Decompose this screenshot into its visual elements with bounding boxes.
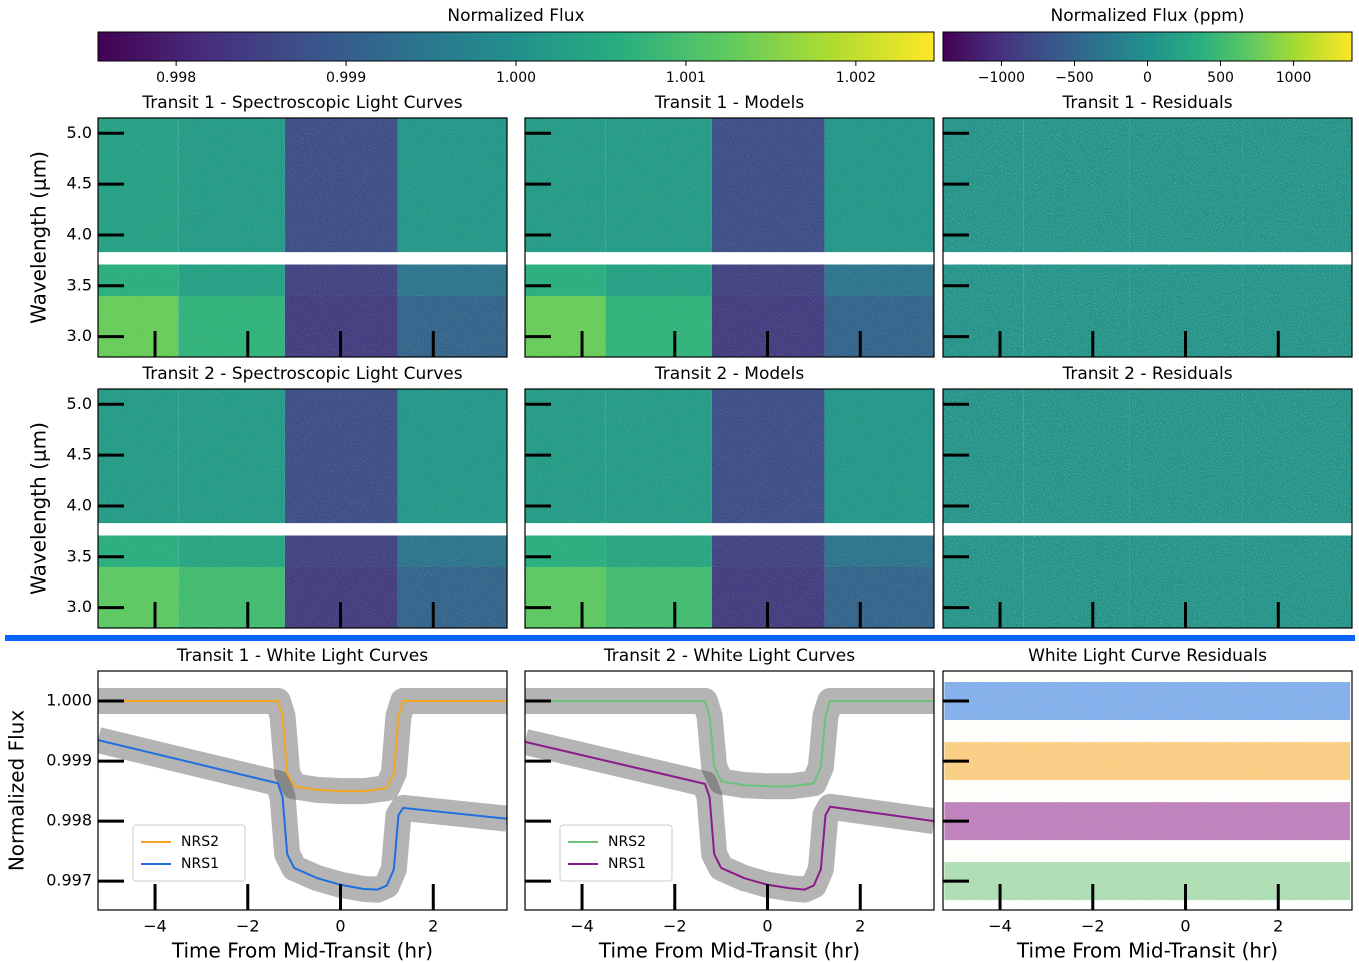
colorbar-tick-label: 1.000	[496, 70, 536, 86]
plot-area	[98, 688, 507, 903]
axes-frame	[942, 670, 1353, 911]
plot-area	[943, 671, 1352, 910]
axes-frame	[942, 388, 1353, 629]
panel-title: Transit 1 - Residuals	[1061, 93, 1232, 113]
x-tick-label: 0	[335, 917, 345, 936]
y-tick-label: 0.999	[46, 751, 92, 770]
colorbar-title: Normalized Flux (ppm)	[1051, 6, 1245, 26]
y-tick-label: 3.0	[67, 597, 92, 616]
axes-frame	[524, 670, 935, 911]
colorbar-tick-label: 1000	[1276, 70, 1312, 86]
axes-frame	[97, 670, 508, 911]
y-tick-label: 1.000	[46, 691, 92, 710]
model-line	[525, 700, 934, 788]
x-tick-label: 2	[1273, 917, 1283, 936]
colorbar-tick-label: −500	[1055, 70, 1093, 86]
model-line	[98, 739, 507, 891]
y-tick-label: 4.5	[67, 445, 92, 464]
colorbar-tick-label: 0	[1143, 70, 1152, 86]
plot-area	[98, 118, 507, 357]
noise-texture	[98, 118, 507, 357]
panel-title: Transit 2 - White Light Curves	[603, 646, 855, 666]
legend-label: NRS1	[181, 856, 219, 872]
plot-area	[525, 118, 934, 357]
plot-area	[98, 389, 507, 628]
noise-texture	[943, 118, 1352, 357]
colorbar-tick-label: 0.998	[156, 70, 196, 86]
x-tick-label: −4	[988, 917, 1012, 936]
panel-title: Transit 2 - Spectroscopic Light Curves	[141, 364, 462, 384]
model-line	[525, 740, 934, 891]
legend-box	[559, 824, 673, 882]
colorbar-title: Normalized Flux	[447, 6, 584, 26]
x-tick-label: −2	[1081, 917, 1105, 936]
noise-texture	[98, 389, 507, 628]
y-axis-label: Normalized Flux	[5, 710, 29, 872]
data-gap	[98, 252, 507, 265]
panel-title: Transit 1 - White Light Curves	[176, 646, 428, 666]
noise-texture	[943, 671, 1352, 910]
axes-frame	[524, 388, 935, 629]
colorbar-tick-label: 1.001	[666, 70, 706, 86]
x-tick-label: 0	[1180, 917, 1190, 936]
data-gap	[525, 523, 934, 536]
axes-frame	[942, 117, 1353, 358]
legend-label: NRS1	[608, 856, 646, 872]
plot-area	[525, 688, 934, 903]
y-tick-label: 5.0	[67, 394, 92, 413]
y-tick-label: 4.0	[67, 495, 92, 514]
x-tick-label: −2	[236, 917, 260, 936]
axes-frame	[97, 117, 508, 358]
axes-frame	[524, 117, 935, 358]
data-gap	[98, 523, 507, 536]
panel-title: White Light Curve Residuals	[1028, 646, 1267, 666]
colorbar-tick-label: 1.002	[836, 70, 876, 86]
x-axis-label: Time From Mid-Transit (hr)	[598, 939, 860, 963]
axes-frame	[97, 388, 508, 629]
colorbar-tick-label: 0.999	[326, 70, 366, 86]
y-tick-label: 3.5	[67, 275, 92, 294]
noise-texture	[943, 389, 1352, 628]
y-tick-label: 5.0	[67, 123, 92, 142]
panel-title: Transit 2 - Residuals	[1061, 364, 1232, 384]
x-tick-label: −2	[663, 917, 687, 936]
panel-title: Transit 1 - Models	[654, 93, 805, 113]
noise-texture	[525, 118, 934, 357]
x-tick-label: 2	[855, 917, 865, 936]
model-line	[98, 700, 507, 793]
legend-label: NRS2	[608, 834, 646, 850]
y-tick-label: 3.0	[67, 326, 92, 345]
panel-title: Transit 1 - Spectroscopic Light Curves	[141, 93, 462, 113]
data-gap	[943, 523, 1352, 536]
y-tick-label: 0.998	[46, 811, 92, 830]
x-axis-label: Time From Mid-Transit (hr)	[1016, 939, 1278, 963]
data-gap	[943, 252, 1352, 265]
colorbar-tick-label: 500	[1207, 70, 1234, 86]
y-tick-label: 4.5	[67, 174, 92, 193]
legend-label: NRS2	[181, 834, 219, 850]
y-tick-label: 3.5	[67, 546, 92, 565]
separator	[5, 635, 1355, 641]
data-gap	[525, 252, 934, 265]
y-tick-label: 4.0	[67, 224, 92, 243]
x-axis-label: Time From Mid-Transit (hr)	[171, 939, 433, 963]
x-tick-label: −4	[143, 917, 167, 936]
noise-texture	[525, 389, 934, 628]
y-axis-label: Wavelength (μm)	[27, 422, 51, 595]
y-tick-label: 0.997	[46, 871, 92, 890]
plot-area	[525, 389, 934, 628]
y-axis-label: Wavelength (μm)	[27, 151, 51, 324]
panel-title: Transit 2 - Models	[654, 364, 805, 384]
x-tick-label: 0	[762, 917, 772, 936]
colorbar	[942, 31, 1353, 62]
colorbar	[97, 31, 935, 62]
x-tick-label: 2	[428, 917, 438, 936]
plot-area	[943, 389, 1352, 628]
colorbar-tick-label: −1000	[978, 70, 1025, 86]
legend-box	[132, 824, 246, 882]
plot-area	[943, 118, 1352, 357]
x-tick-label: −4	[570, 917, 594, 936]
